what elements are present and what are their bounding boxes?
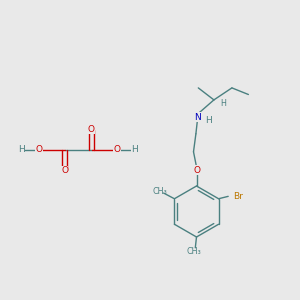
Text: H: H	[206, 116, 212, 125]
Text: O: O	[35, 146, 43, 154]
Text: Br: Br	[234, 192, 244, 201]
Text: O: O	[193, 166, 200, 175]
Text: H: H	[18, 146, 25, 154]
Text: O: O	[113, 146, 121, 154]
Text: CH₃: CH₃	[153, 187, 167, 196]
Text: O: O	[61, 166, 68, 175]
Text: O: O	[88, 125, 95, 134]
Text: H: H	[220, 99, 226, 108]
Text: N: N	[194, 113, 201, 122]
Text: H: H	[131, 146, 138, 154]
Text: CH₃: CH₃	[187, 247, 202, 256]
